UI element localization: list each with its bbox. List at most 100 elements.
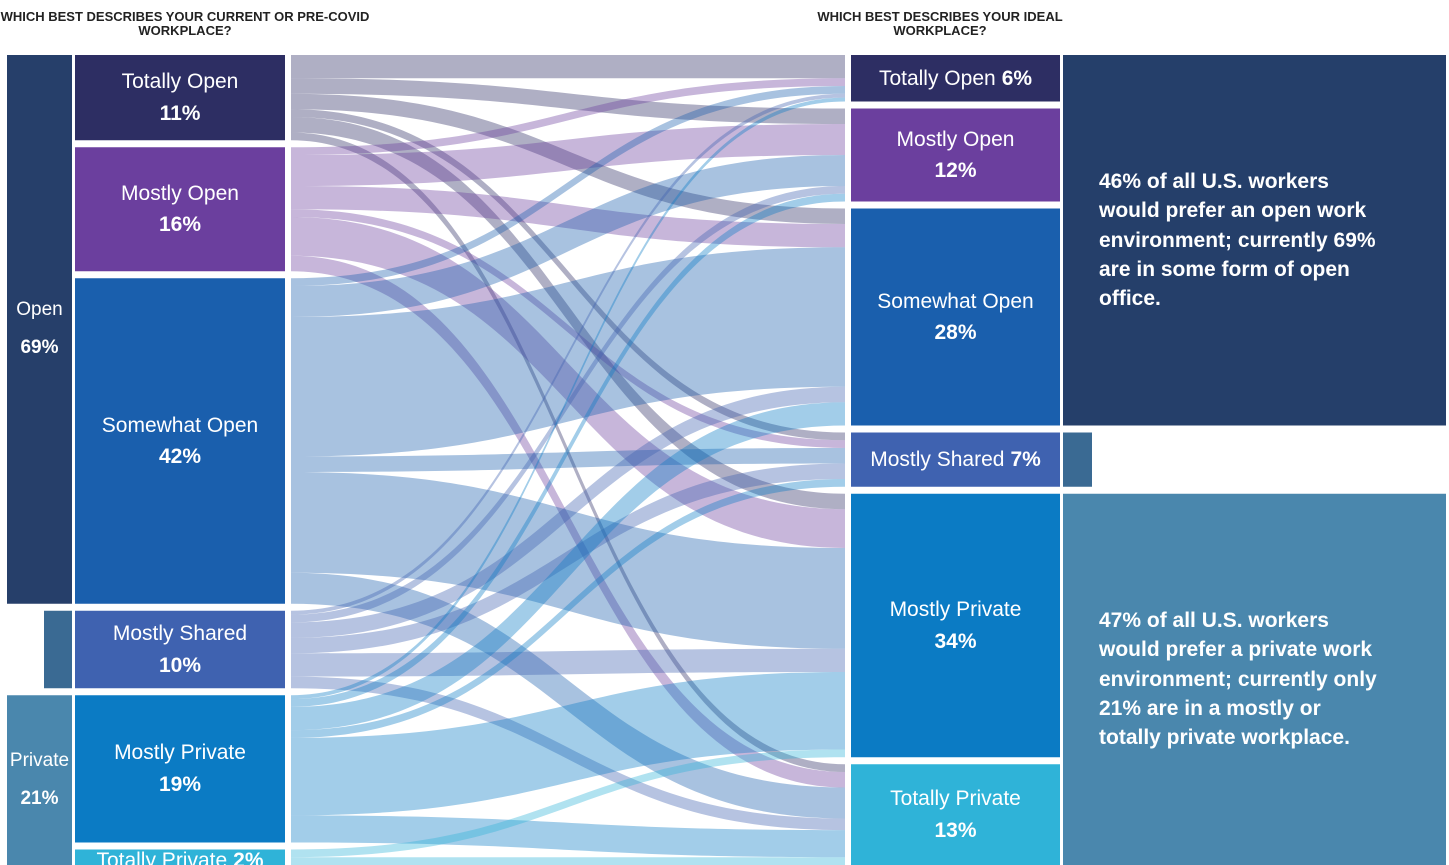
flow [291,402,845,731]
node-value: 34% [934,629,977,653]
node [75,849,285,865]
group-value: 21% [20,788,59,810]
node-value: 11% [159,101,201,125]
node-label: Somewhat Open 42% [75,278,285,604]
flow [291,55,845,79]
node-name: Totally Open [878,66,996,90]
flow [291,448,845,472]
flow [291,186,845,248]
node [851,432,1060,487]
node-label: Somewhat Open 28% [851,209,1060,426]
group-bar [7,695,72,865]
group-bar [7,55,72,604]
node-value: 16% [158,213,202,237]
node-name: Mostly Open [121,181,239,205]
node-value: 7% [1010,447,1041,471]
annotation-box [1063,55,1446,426]
node-name: Mostly Private [889,598,1022,621]
annotation: 47% of all U.S. workers would prefer a p… [1063,494,1446,865]
flow [291,155,845,317]
node [75,610,285,689]
node-name: Mostly Shared [870,447,1005,471]
node-label: Mostly Private 34% [851,494,1060,758]
flow [291,815,845,858]
flow [291,78,845,124]
annotation-text: 46% of all U.S. workers would prefer an … [1099,169,1376,311]
flow [291,472,845,649]
flow [291,749,845,858]
node-value: 42% [158,445,202,468]
node-value: 2% [233,848,264,865]
flow [291,109,845,441]
flow [291,193,845,707]
node-value: 28% [934,321,977,344]
node-name: Somewhat Open [101,413,259,437]
node-name: Totally Private [96,848,228,865]
node-name: Mostly Shared [112,622,248,645]
node-label: Totally Private 2% [75,849,285,865]
node-value: 12% [934,159,977,182]
flow [291,78,845,155]
flow [291,93,845,615]
node-label: Totally Open 6% [851,55,1060,102]
flow [291,93,845,224]
node-label: Mostly Private 19% [75,695,285,842]
node-name: Mostly Open [896,127,1015,151]
node [851,108,1060,202]
flow [291,86,845,286]
flow [291,186,845,623]
flow [291,572,845,819]
group-name: Private [9,750,70,772]
flow [291,479,845,738]
group-label: Open 69% [7,55,72,604]
node [851,208,1060,426]
flow [291,117,845,510]
node-value: 10% [158,653,202,677]
node-label: Totally Open 11% [75,55,285,140]
node-name: Totally Private [890,787,1021,811]
node [75,278,285,604]
group-label: Private 21% [7,695,72,865]
node-label: Mostly Shared 10% [75,611,285,689]
flow [291,209,845,448]
node-label: Mostly Open 16% [75,147,285,271]
right-header: WHICH BEST DESCRIBES YOUR IDEAL WORKPLAC… [817,9,1063,39]
group-value: 69% [20,337,59,359]
node-name: Mostly Private [114,741,246,765]
node [851,764,1060,865]
flow [291,132,845,772]
node-value: 13% [934,818,977,842]
flow [291,97,845,700]
node [75,147,285,272]
left-header: WHICH BEST DESCRIBES YOUR CURRENT OR PRE… [0,9,370,39]
node-value: 6% [1001,66,1033,90]
annotation-box [1063,493,1446,865]
flow [291,124,845,186]
flow [291,247,845,457]
shared-bar [1063,432,1092,487]
node-value: 19% [158,772,202,796]
node-label: Mostly Open 12% [851,109,1060,202]
group-name: Open [16,299,63,321]
node-label: Mostly Shared 7% [851,433,1060,487]
flow [291,672,845,816]
flow [291,648,845,677]
flow [291,217,845,548]
annotation-text: 47% of all U.S. workers would prefer a p… [1099,608,1377,750]
shared-bar [44,610,72,689]
annotation: 46% of all U.S. workers would prefer an … [1063,55,1446,426]
flow [291,463,845,654]
flow [291,676,845,831]
node-name: Totally Open [121,70,239,94]
node-label: Totally Private 13% [851,764,1060,865]
node [75,55,285,141]
node [851,493,1060,758]
node [75,695,285,843]
node [851,55,1060,102]
node-name: Somewhat Open [877,289,1034,313]
flow [291,386,845,638]
flow [291,255,845,788]
flow [291,857,845,865]
